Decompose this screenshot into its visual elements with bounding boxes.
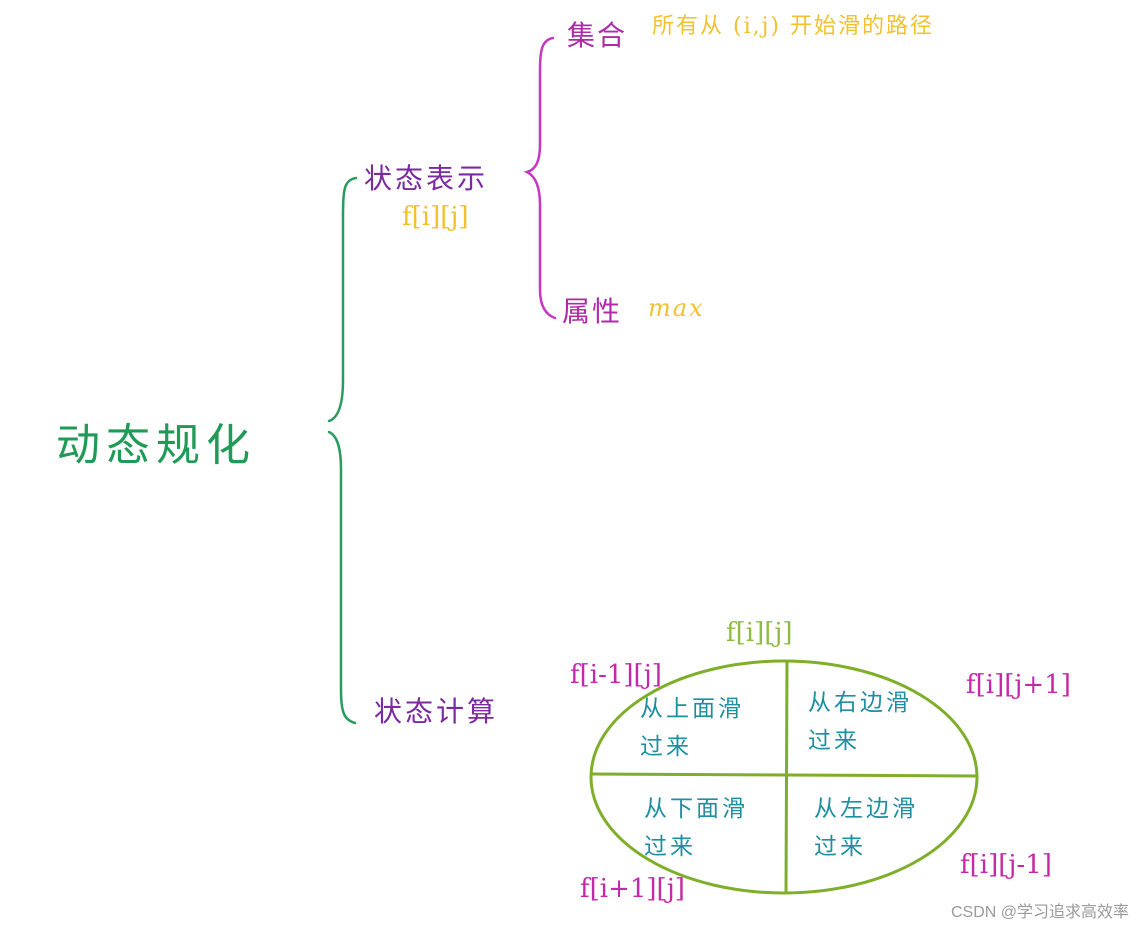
neighbor-above: f[i-1][j] <box>570 660 662 690</box>
set-description: 所有从 (i,j) 开始滑的路径 <box>652 14 935 39</box>
root-brace-upper <box>327 176 358 423</box>
attribute-value: max <box>648 294 705 322</box>
ellipse-horizontal-divider <box>591 772 977 778</box>
state-representation-notation: f[i][j] <box>402 202 469 232</box>
cell-from-left: 从左边滑过来 <box>814 796 918 860</box>
state-representation-brace <box>523 36 557 320</box>
neighbor-below: f[i+1][j] <box>580 874 685 904</box>
cell-from-right: 从右边滑过来 <box>808 690 912 754</box>
neighbor-left: f[i][j-1] <box>960 850 1052 880</box>
cell-from-below: 从下面滑过来 <box>644 796 748 860</box>
attribute-label: 属性 <box>562 295 623 328</box>
neighbor-right: f[i][j+1] <box>966 670 1071 700</box>
state-representation-label: 状态表示 <box>364 162 489 195</box>
root-brace-lower <box>327 430 357 725</box>
cell-from-above: 从上面滑过来 <box>640 696 744 760</box>
state-computation-label: 状态计算 <box>374 695 499 728</box>
state-computation-ellipse <box>589 659 979 895</box>
center-state: f[i][j] <box>726 618 793 648</box>
watermark: CSDN @学习追求高效率 <box>950 904 1129 921</box>
root-node: 动态规化 <box>56 420 256 471</box>
set-label: 集合 <box>567 19 628 52</box>
